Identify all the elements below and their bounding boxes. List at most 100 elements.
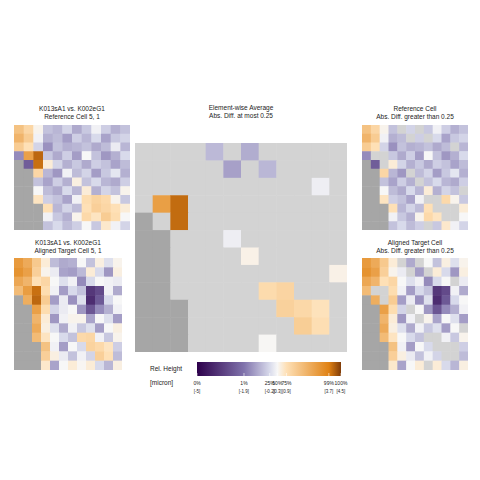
cell	[433, 134, 442, 143]
cell	[312, 213, 330, 231]
cell	[371, 134, 380, 143]
cell	[259, 160, 277, 178]
cell	[459, 213, 468, 222]
cell	[43, 134, 53, 143]
cell	[433, 195, 442, 204]
cell	[32, 267, 42, 277]
cell	[153, 265, 171, 283]
cell	[415, 169, 424, 178]
cell	[433, 178, 442, 187]
panel-subtitle: Reference Cell 5, 1	[44, 113, 100, 120]
cell	[135, 335, 153, 352]
cell	[450, 258, 459, 268]
cell	[53, 186, 63, 195]
cell	[68, 305, 78, 315]
tick-label: 1%	[240, 380, 248, 386]
cell	[72, 221, 82, 230]
cell	[442, 351, 451, 361]
cell	[241, 317, 259, 335]
cell	[95, 295, 105, 305]
cell	[259, 195, 277, 213]
cell	[33, 221, 43, 230]
cell	[223, 282, 241, 300]
cell	[371, 195, 380, 204]
cell	[32, 361, 42, 370]
cell	[424, 125, 433, 134]
cell	[406, 160, 415, 169]
cell	[259, 230, 277, 248]
cell	[14, 277, 24, 287]
cell	[424, 277, 433, 287]
cell	[53, 151, 63, 160]
cell	[362, 277, 371, 287]
cell	[91, 195, 101, 204]
cell	[397, 134, 406, 143]
cell	[450, 221, 459, 230]
cell	[389, 295, 398, 305]
cell	[241, 178, 259, 196]
cell	[294, 230, 312, 248]
cell	[450, 143, 459, 152]
cell	[59, 258, 69, 268]
cell	[72, 134, 82, 143]
cell	[259, 265, 277, 283]
cell	[77, 314, 87, 324]
cell	[312, 143, 330, 161]
cell	[59, 333, 69, 343]
cell	[50, 314, 60, 324]
cell	[82, 160, 92, 169]
cell	[241, 335, 259, 352]
cell	[223, 195, 241, 213]
cell	[41, 323, 51, 333]
colorbar	[197, 362, 341, 376]
cell	[433, 204, 442, 213]
cell	[223, 213, 241, 231]
cell	[59, 286, 69, 296]
cell	[188, 178, 206, 196]
cell	[433, 151, 442, 160]
cell	[362, 195, 371, 204]
cell	[450, 333, 459, 343]
cell	[32, 286, 42, 296]
cell	[312, 300, 330, 318]
cell	[406, 305, 415, 315]
cell	[77, 323, 87, 333]
cell	[120, 134, 130, 143]
cell	[120, 204, 130, 213]
cell	[95, 314, 105, 324]
cell	[459, 186, 468, 195]
cell	[424, 267, 433, 277]
cell	[82, 169, 92, 178]
cell	[442, 151, 451, 160]
cell	[424, 361, 433, 370]
cell	[424, 221, 433, 230]
cell	[450, 277, 459, 287]
cell	[14, 204, 24, 213]
tick	[243, 373, 244, 376]
cell	[68, 351, 78, 361]
cell	[424, 305, 433, 315]
cell	[459, 151, 468, 160]
cell	[23, 342, 33, 352]
tick-label: 100%	[335, 380, 348, 386]
cell	[380, 125, 389, 134]
cell	[362, 186, 371, 195]
cell	[68, 333, 78, 343]
panel-title: K013sA1 vs. K002eG1	[39, 105, 105, 112]
cell	[397, 351, 406, 361]
cell	[53, 204, 63, 213]
cell	[312, 248, 330, 266]
cell	[86, 258, 96, 268]
cell	[33, 195, 43, 204]
cell	[170, 248, 188, 266]
cell	[206, 160, 224, 178]
cell	[113, 323, 122, 333]
cell	[120, 221, 130, 230]
cell	[62, 186, 72, 195]
cell	[424, 134, 433, 143]
cell	[170, 230, 188, 248]
cell	[62, 169, 72, 178]
colorbar-title: Rel. Height	[150, 365, 182, 373]
cell	[459, 295, 468, 305]
cell	[43, 125, 53, 134]
